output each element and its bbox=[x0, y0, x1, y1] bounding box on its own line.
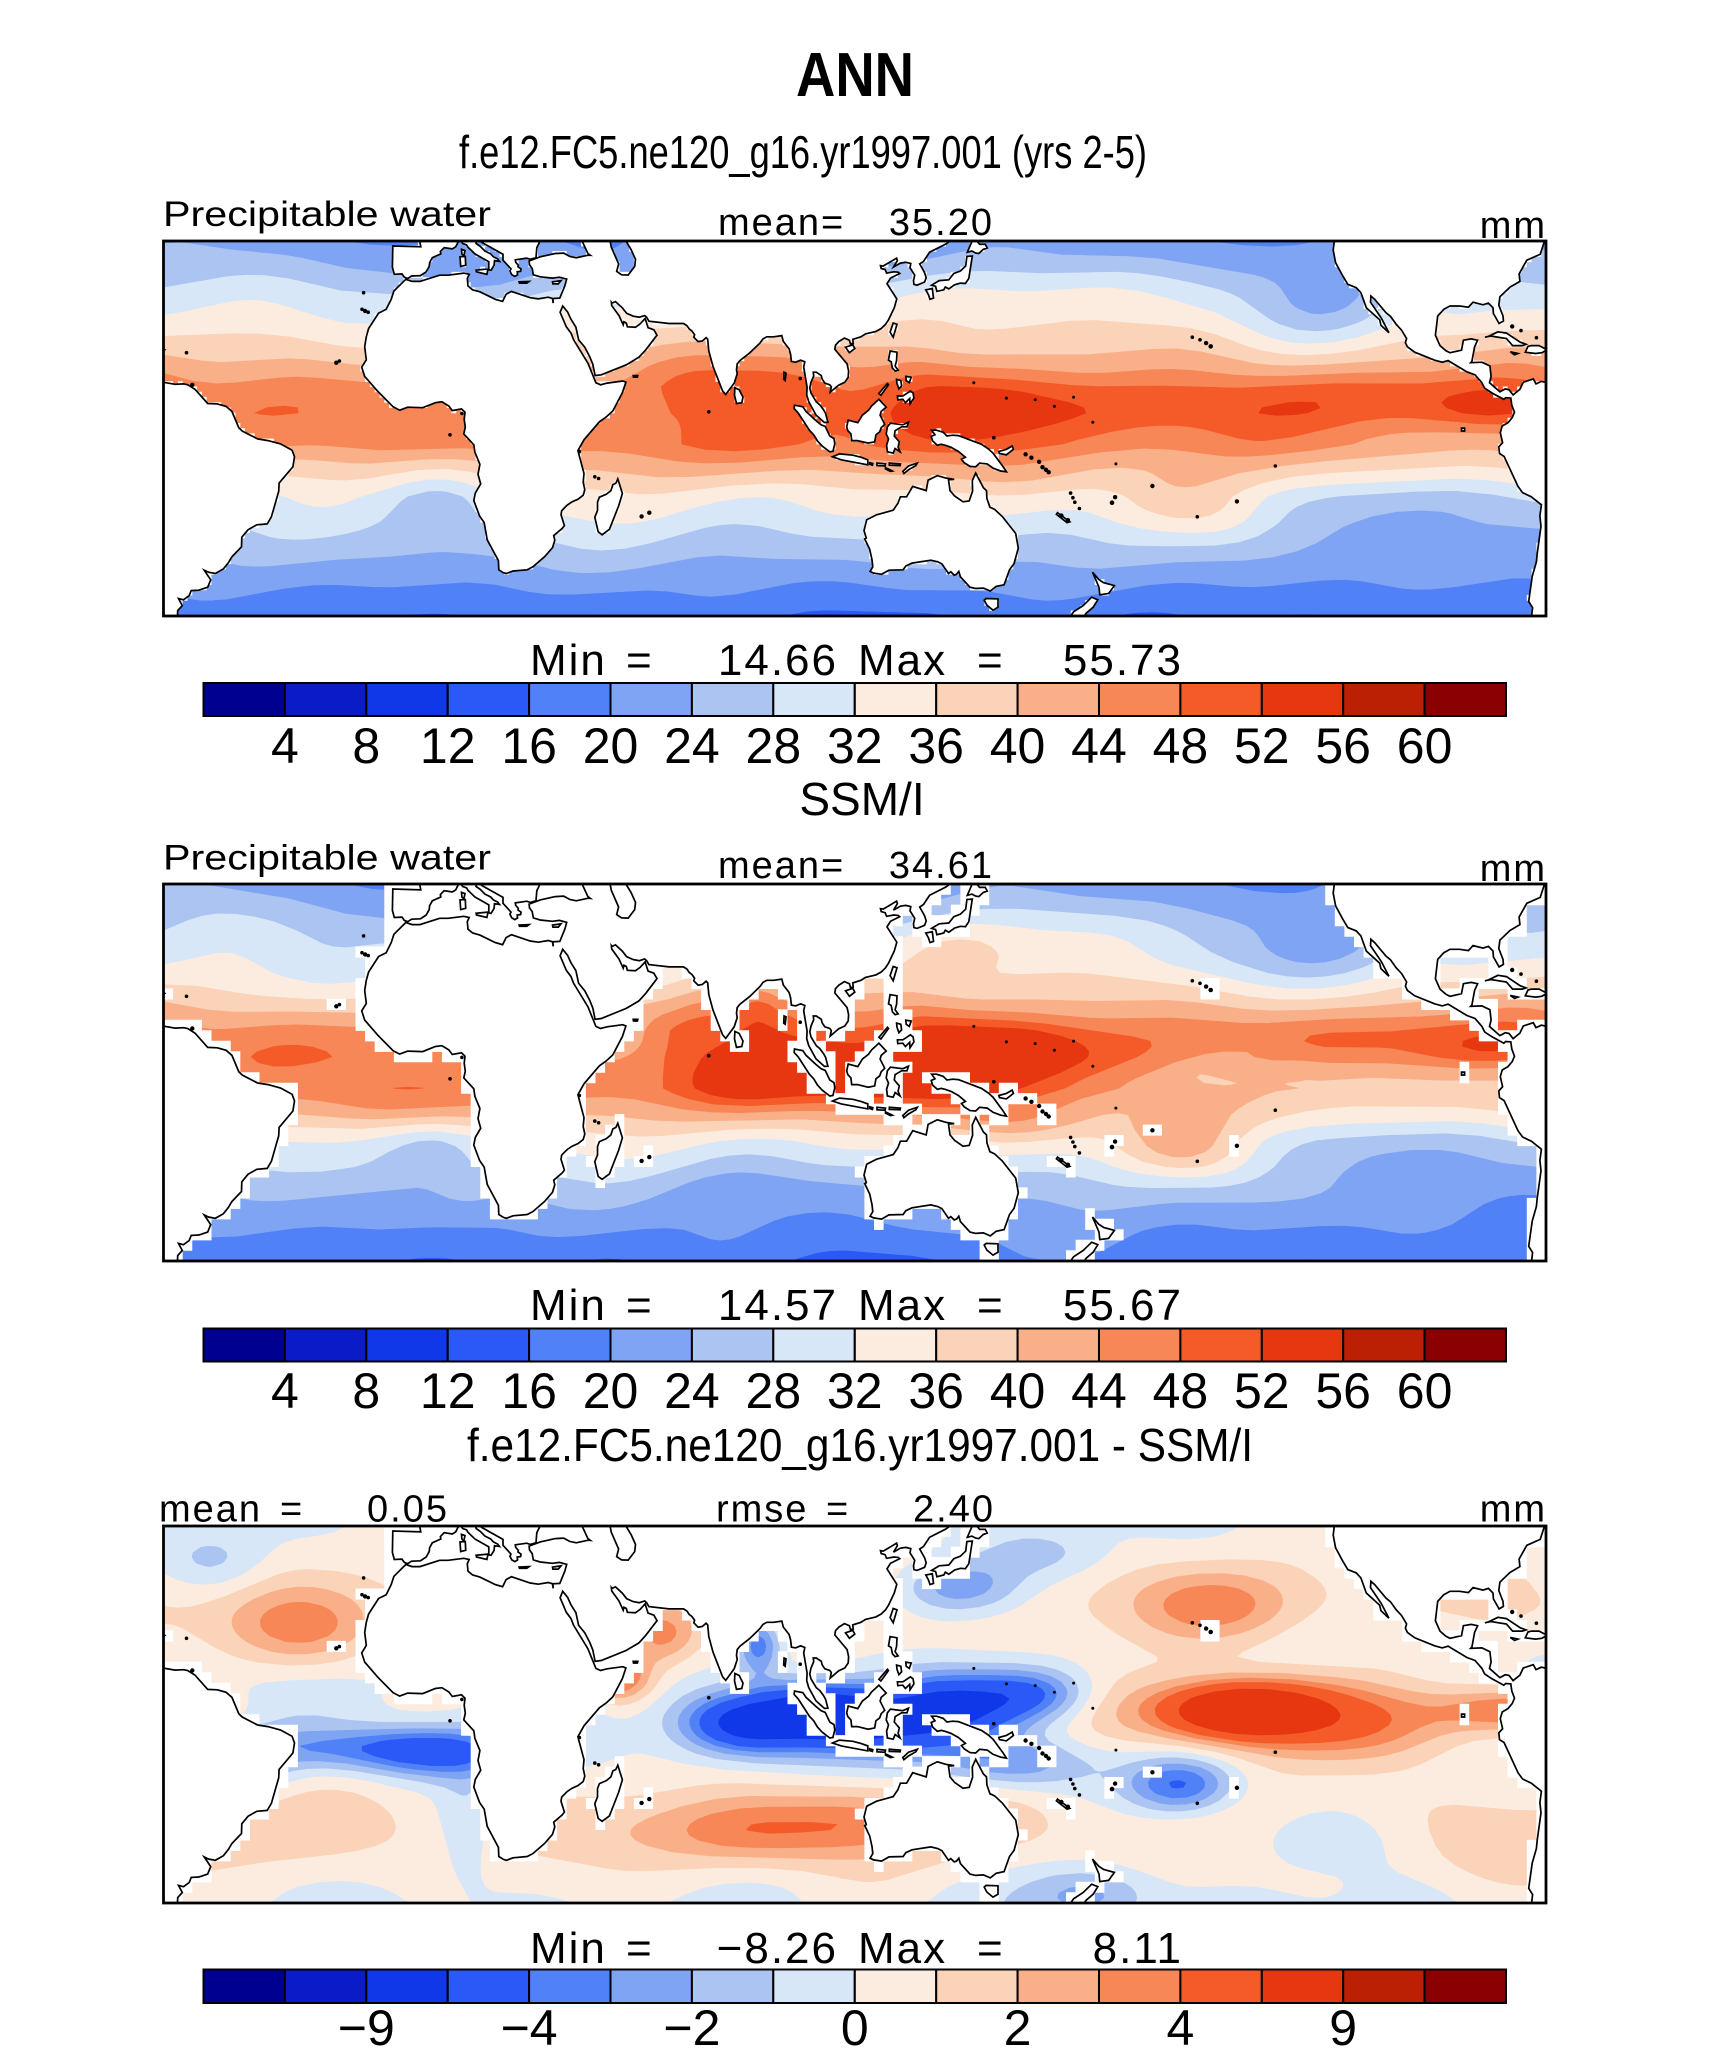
svg-text:55.73: 55.73 bbox=[1063, 636, 1183, 685]
svg-text:mm: mm bbox=[1480, 205, 1547, 247]
svg-text:12: 12 bbox=[420, 718, 476, 774]
svg-text:f.e12.FC5.ne120_g16.yr1997.001: f.e12.FC5.ne120_g16.yr1997.001 - SSM/I bbox=[467, 1419, 1253, 1471]
svg-text:Max: Max bbox=[858, 636, 947, 685]
svg-text:8: 8 bbox=[352, 718, 380, 774]
svg-text:2: 2 bbox=[1004, 2000, 1032, 2051]
svg-text:mean: mean bbox=[159, 1489, 262, 1531]
svg-text:Min: Min bbox=[530, 1281, 607, 1330]
svg-text:28: 28 bbox=[746, 718, 802, 774]
svg-text:56: 56 bbox=[1315, 1363, 1371, 1419]
svg-text:16: 16 bbox=[501, 718, 557, 774]
svg-text:Min: Min bbox=[530, 636, 607, 685]
svg-text:35.20: 35.20 bbox=[889, 202, 994, 244]
svg-text:ANN: ANN bbox=[796, 41, 914, 110]
svg-text:20: 20 bbox=[583, 718, 639, 774]
svg-text:=: = bbox=[977, 1924, 1005, 1973]
svg-text:=: = bbox=[826, 1489, 850, 1531]
svg-text:Min: Min bbox=[530, 1924, 607, 1973]
svg-text:52: 52 bbox=[1234, 1363, 1290, 1419]
svg-text:mean=: mean= bbox=[718, 845, 845, 887]
svg-text:60: 60 bbox=[1397, 718, 1453, 774]
svg-text:=: = bbox=[626, 636, 654, 685]
svg-text:Max: Max bbox=[858, 1924, 947, 1973]
svg-text:24: 24 bbox=[664, 718, 720, 774]
svg-text:28: 28 bbox=[746, 1363, 802, 1419]
svg-text:0: 0 bbox=[841, 2000, 869, 2051]
svg-text:4: 4 bbox=[1166, 2000, 1194, 2051]
svg-text:8: 8 bbox=[352, 1363, 380, 1419]
svg-text:9: 9 bbox=[1329, 2000, 1357, 2051]
svg-text:40: 40 bbox=[990, 1363, 1046, 1419]
svg-text:40: 40 bbox=[990, 718, 1046, 774]
svg-text:0.05: 0.05 bbox=[367, 1489, 449, 1531]
svg-text:32: 32 bbox=[827, 1363, 883, 1419]
svg-text:36: 36 bbox=[908, 1363, 964, 1419]
svg-text:=: = bbox=[280, 1489, 304, 1531]
svg-text:−2: −2 bbox=[663, 2000, 720, 2051]
svg-text:52: 52 bbox=[1234, 718, 1290, 774]
svg-text:60: 60 bbox=[1397, 1363, 1453, 1419]
svg-text:4: 4 bbox=[271, 1363, 299, 1419]
svg-text:20: 20 bbox=[583, 1363, 639, 1419]
svg-text:32: 32 bbox=[827, 718, 883, 774]
svg-text:=: = bbox=[626, 1281, 654, 1330]
svg-text:14.66: 14.66 bbox=[718, 636, 838, 685]
svg-text:48: 48 bbox=[1153, 718, 1209, 774]
svg-text:−9: −9 bbox=[338, 2000, 395, 2051]
svg-text:Precipitable water: Precipitable water bbox=[163, 195, 491, 234]
svg-text:mean=: mean= bbox=[718, 202, 845, 244]
svg-text:mm: mm bbox=[1480, 1489, 1547, 1531]
svg-text:mm: mm bbox=[1480, 848, 1547, 890]
svg-text:14.57: 14.57 bbox=[718, 1281, 838, 1330]
svg-text:55.67: 55.67 bbox=[1063, 1281, 1183, 1330]
svg-text:44: 44 bbox=[1071, 718, 1127, 774]
svg-text:=: = bbox=[977, 1281, 1005, 1330]
svg-text:44: 44 bbox=[1071, 1363, 1127, 1419]
svg-text:=: = bbox=[626, 1924, 654, 1973]
svg-text:24: 24 bbox=[664, 1363, 720, 1419]
svg-text:Max: Max bbox=[858, 1281, 947, 1330]
svg-text:Precipitable water: Precipitable water bbox=[163, 839, 491, 878]
svg-text:36: 36 bbox=[908, 718, 964, 774]
svg-text:−8.26: −8.26 bbox=[717, 1924, 838, 1973]
svg-text:=: = bbox=[977, 636, 1005, 685]
svg-text:12: 12 bbox=[420, 1363, 476, 1419]
svg-text:2.40: 2.40 bbox=[913, 1489, 995, 1531]
svg-text:56: 56 bbox=[1315, 718, 1371, 774]
svg-text:rmse: rmse bbox=[716, 1489, 808, 1531]
svg-text:48: 48 bbox=[1153, 1363, 1209, 1419]
svg-text:4: 4 bbox=[271, 718, 299, 774]
svg-text:−4: −4 bbox=[501, 2000, 558, 2051]
svg-text:SSM/I: SSM/I bbox=[799, 773, 924, 825]
svg-text:f.e12.FC5.ne120_g16.yr1997.001: f.e12.FC5.ne120_g16.yr1997.001 (yrs 2-5) bbox=[459, 126, 1147, 178]
svg-text:34.61: 34.61 bbox=[889, 845, 994, 887]
svg-text:8.11: 8.11 bbox=[1093, 1924, 1183, 1973]
svg-text:16: 16 bbox=[501, 1363, 557, 1419]
